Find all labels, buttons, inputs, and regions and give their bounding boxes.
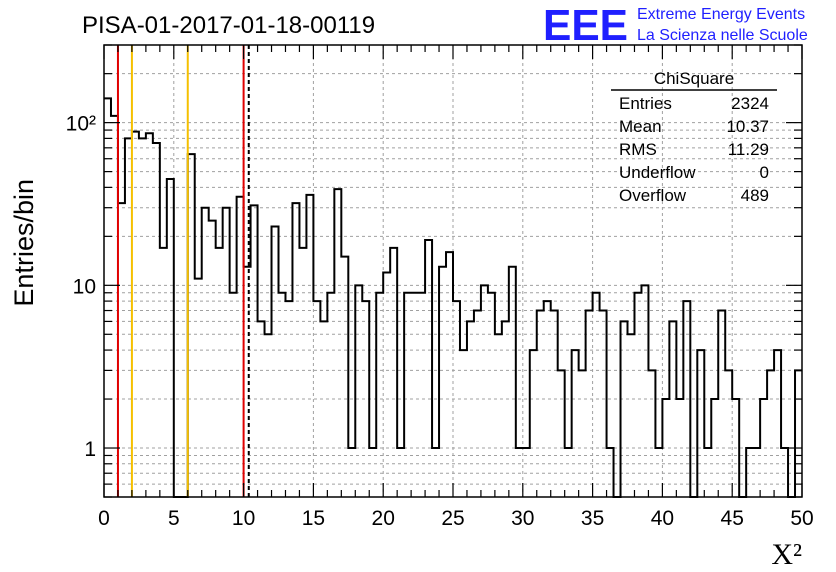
histogram-bin — [474, 311, 481, 497]
histogram-bin — [306, 195, 313, 497]
stats-row-value: 0 — [760, 163, 769, 182]
histogram-bin — [320, 321, 327, 497]
histogram-bin — [460, 350, 467, 497]
y-axis-title: Entries/bin — [9, 179, 39, 307]
histogram-bin — [237, 197, 244, 497]
stats-row-label: RMS — [619, 140, 657, 159]
stats-rows: Entries 2324 Mean 10.37 RMS 11.29 Underflow 0 Ov… — [619, 94, 769, 205]
stats-row-value: 10.37 — [726, 117, 769, 136]
x-tick-label: 15 — [302, 507, 325, 530]
histogram-bin — [795, 370, 802, 497]
run-label: PISA-01-2017-01-18-00119 — [82, 12, 375, 39]
x-tick-label: 45 — [721, 507, 744, 530]
eee-logo: EEE Extreme Energy Events La Scienza nel… — [543, 1, 808, 50]
histogram-bin — [467, 321, 474, 497]
stats-row-label: Mean — [619, 117, 662, 136]
histogram-bin — [327, 293, 334, 497]
histogram-bin — [586, 311, 593, 497]
histogram-bin — [446, 252, 453, 497]
histogram-layer — [104, 97, 802, 498]
histogram-bin — [495, 334, 502, 497]
histogram-bin — [404, 293, 411, 497]
stats-row-value: 11.29 — [728, 140, 769, 159]
histogram-bin — [272, 226, 279, 497]
stats-title: ChiSquare — [654, 69, 734, 88]
histogram-bin — [223, 208, 230, 497]
histogram-bin — [725, 370, 732, 497]
histogram-bin — [376, 293, 383, 497]
histogram-outline — [104, 97, 802, 498]
stats-row-label: Entries — [619, 94, 672, 113]
stats-row-label: Overflow — [619, 186, 687, 205]
histogram-bin — [139, 138, 146, 497]
histogram-bin — [411, 293, 418, 497]
histogram-bin — [600, 311, 607, 497]
histogram-bin — [621, 321, 628, 497]
x-tick-label: 25 — [441, 507, 464, 530]
histogram-bin — [125, 138, 132, 497]
histogram-bin — [628, 334, 635, 497]
histogram-bin — [334, 189, 341, 497]
histogram-bin — [251, 205, 258, 497]
tick-label-layer: 0 5 10 15 20 25 30 35 40 45 50 1 10 10² — [66, 113, 814, 530]
histogram-bin — [188, 154, 195, 497]
vline-layer — [116, 45, 250, 497]
histogram-bin — [530, 350, 537, 497]
stats-row-value: 2324 — [731, 94, 769, 113]
histogram-bin — [648, 370, 655, 497]
stats-row-label: Underflow — [619, 163, 696, 182]
grid-layer — [104, 45, 802, 497]
histogram-bin — [202, 208, 209, 497]
histogram-bin — [558, 370, 565, 497]
y-tick-label: 10² — [66, 113, 96, 136]
histogram-bin — [718, 311, 725, 497]
histogram-bin — [572, 350, 579, 497]
histogram-bin — [579, 370, 586, 497]
x-tick-label: 5 — [168, 507, 180, 530]
histogram-bin — [425, 240, 432, 497]
histogram-bin — [230, 293, 237, 497]
histogram-bin — [641, 285, 648, 497]
histogram-bin — [258, 321, 265, 497]
histogram-bin — [481, 285, 488, 497]
x-axis-title: X² — [771, 538, 802, 571]
histogram-bin — [111, 116, 118, 497]
histogram-bin — [774, 350, 781, 497]
stats-box: ChiSquare Entries 2324 Mean 10.37 RMS 11.29 Un… — [611, 69, 777, 205]
histogram-bin — [502, 321, 509, 497]
x-tick-label: 20 — [372, 507, 395, 530]
eee-logo-line1: Extreme Energy Events — [637, 6, 805, 23]
histogram-bin — [593, 293, 600, 497]
histogram-bin — [418, 293, 425, 497]
stats-row-value: 489 — [741, 186, 769, 205]
x-tick-label: 40 — [651, 507, 674, 530]
histogram-bin — [488, 293, 495, 497]
histogram-bin — [167, 179, 174, 497]
eee-logo-mark: EEE — [543, 1, 628, 50]
histogram-bin — [265, 334, 272, 497]
x-tick-label: 10 — [232, 507, 255, 530]
x-tick-label: 0 — [98, 507, 110, 530]
histogram-bin — [537, 311, 544, 497]
x-tick-label: 50 — [790, 507, 813, 530]
histogram-bin — [669, 321, 676, 497]
histogram-bin — [551, 311, 558, 497]
histogram-bin — [355, 285, 362, 497]
histogram-bin — [697, 350, 704, 497]
eee-logo-line2: La Scienza nelle Scuole — [637, 27, 808, 44]
histogram-bin — [153, 143, 160, 497]
histogram-bin — [634, 293, 641, 497]
histogram-bin — [279, 293, 286, 497]
x-tick-label: 35 — [581, 507, 604, 530]
histogram-bin — [132, 132, 139, 497]
y-tick-label: 1 — [84, 438, 96, 461]
y-tick-label: 10 — [73, 275, 96, 298]
x-tick-label: 30 — [511, 507, 534, 530]
histogram-bin — [767, 370, 774, 497]
axis-layer — [103, 44, 803, 498]
